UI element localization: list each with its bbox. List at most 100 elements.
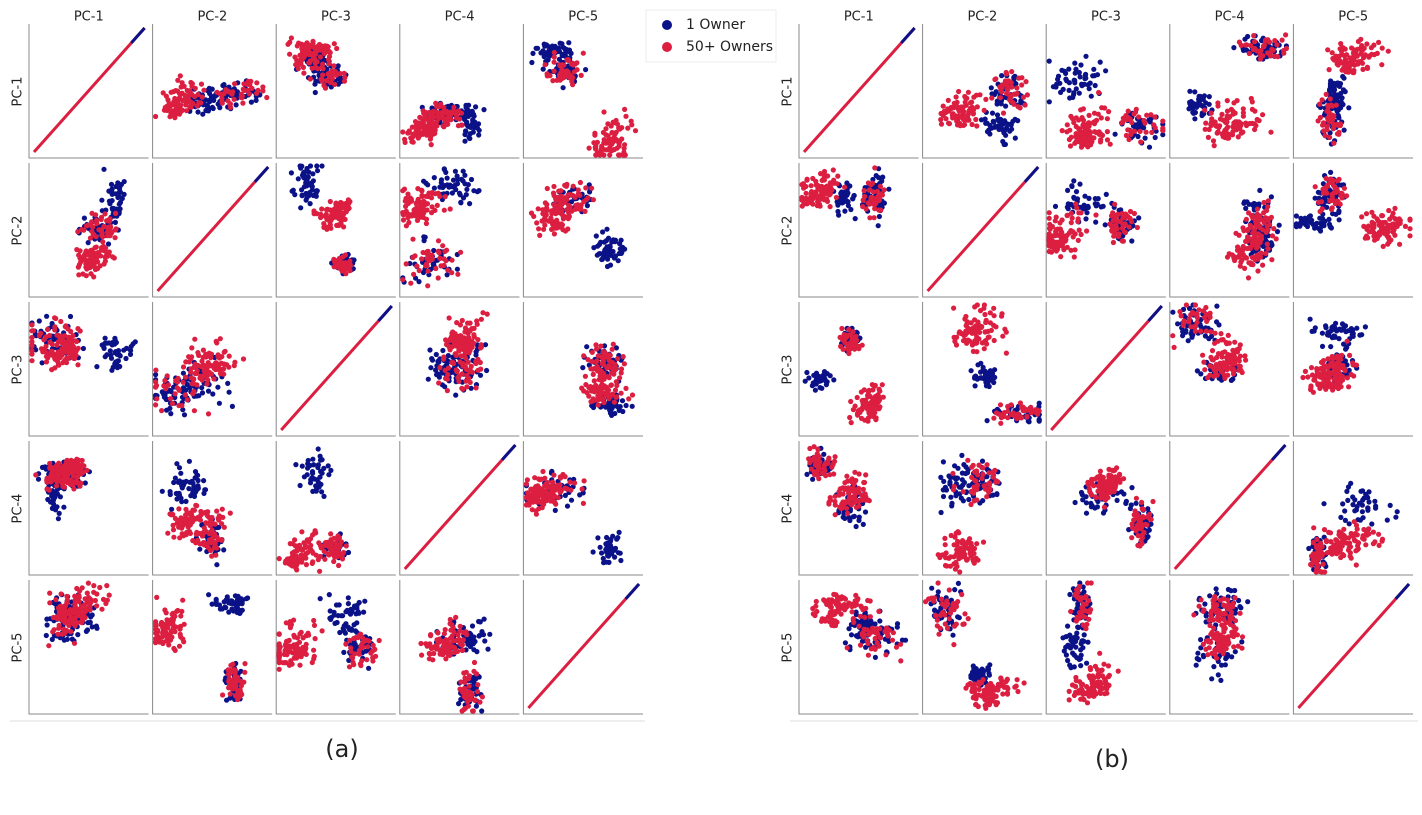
point bbox=[428, 633, 434, 639]
point bbox=[613, 136, 619, 143]
point bbox=[461, 685, 467, 692]
point bbox=[232, 81, 238, 87]
point bbox=[294, 548, 300, 554]
point bbox=[472, 697, 478, 704]
cell-frame bbox=[399, 163, 520, 298]
point bbox=[184, 108, 190, 114]
point bbox=[276, 666, 282, 672]
point bbox=[180, 597, 186, 603]
point bbox=[542, 215, 548, 221]
point bbox=[206, 530, 212, 537]
point bbox=[1000, 138, 1006, 145]
point bbox=[440, 638, 446, 644]
point bbox=[153, 384, 159, 390]
point bbox=[617, 152, 623, 158]
point bbox=[52, 356, 58, 362]
point bbox=[460, 178, 466, 184]
point bbox=[332, 214, 338, 220]
point bbox=[94, 221, 100, 227]
point bbox=[463, 355, 469, 361]
point bbox=[615, 258, 621, 264]
point bbox=[413, 128, 419, 134]
point bbox=[63, 627, 70, 634]
point bbox=[176, 506, 182, 512]
point bbox=[429, 357, 436, 363]
point bbox=[29, 358, 35, 364]
point bbox=[104, 583, 110, 589]
point bbox=[427, 347, 433, 353]
point bbox=[41, 337, 47, 343]
point bbox=[574, 67, 580, 73]
point bbox=[84, 627, 91, 633]
point bbox=[177, 73, 183, 79]
point bbox=[1070, 94, 1076, 100]
point bbox=[435, 238, 442, 244]
point bbox=[326, 61, 332, 67]
point bbox=[592, 130, 598, 136]
point bbox=[455, 123, 461, 129]
point bbox=[260, 84, 266, 90]
point bbox=[233, 102, 239, 108]
point bbox=[528, 486, 534, 492]
point bbox=[352, 641, 358, 647]
point bbox=[403, 203, 409, 209]
point bbox=[234, 609, 240, 616]
point bbox=[556, 188, 562, 194]
point bbox=[320, 66, 326, 72]
point bbox=[994, 112, 1001, 118]
point bbox=[347, 268, 353, 274]
point bbox=[447, 347, 453, 353]
point bbox=[468, 690, 474, 696]
point bbox=[291, 634, 298, 640]
point bbox=[323, 78, 330, 84]
point bbox=[606, 375, 612, 381]
point bbox=[310, 532, 316, 538]
cell bbox=[152, 163, 273, 298]
point bbox=[326, 552, 332, 558]
point bbox=[330, 210, 336, 216]
point bbox=[317, 54, 323, 60]
point bbox=[65, 334, 71, 340]
point bbox=[540, 66, 546, 72]
point bbox=[301, 175, 307, 181]
point bbox=[242, 661, 248, 667]
point bbox=[433, 265, 439, 272]
point bbox=[543, 50, 549, 56]
point bbox=[1141, 117, 1147, 124]
point bbox=[254, 90, 260, 96]
point bbox=[1063, 70, 1069, 76]
point bbox=[589, 358, 595, 365]
point bbox=[445, 639, 451, 645]
point bbox=[347, 611, 354, 617]
point bbox=[89, 210, 95, 216]
point bbox=[465, 698, 471, 705]
cell-frame bbox=[28, 302, 149, 437]
point bbox=[1146, 144, 1153, 150]
point bbox=[205, 411, 212, 417]
point bbox=[607, 409, 614, 415]
point bbox=[350, 659, 356, 666]
point bbox=[428, 365, 434, 371]
point bbox=[75, 264, 81, 270]
point bbox=[1118, 120, 1125, 126]
point bbox=[43, 632, 49, 639]
point bbox=[584, 344, 590, 350]
point bbox=[186, 354, 192, 360]
point bbox=[455, 176, 461, 182]
point bbox=[470, 708, 476, 714]
cell-frame bbox=[275, 24, 396, 159]
point bbox=[565, 57, 571, 63]
point bbox=[1187, 88, 1193, 94]
point bbox=[83, 273, 89, 279]
point bbox=[582, 208, 588, 214]
point bbox=[284, 652, 290, 658]
point bbox=[347, 263, 353, 269]
point bbox=[291, 617, 297, 623]
diagonal-top bbox=[377, 305, 393, 322]
point bbox=[424, 263, 430, 269]
point bbox=[112, 235, 118, 241]
point bbox=[1103, 68, 1109, 74]
cell bbox=[28, 580, 149, 715]
point bbox=[328, 616, 334, 623]
point bbox=[948, 104, 954, 110]
